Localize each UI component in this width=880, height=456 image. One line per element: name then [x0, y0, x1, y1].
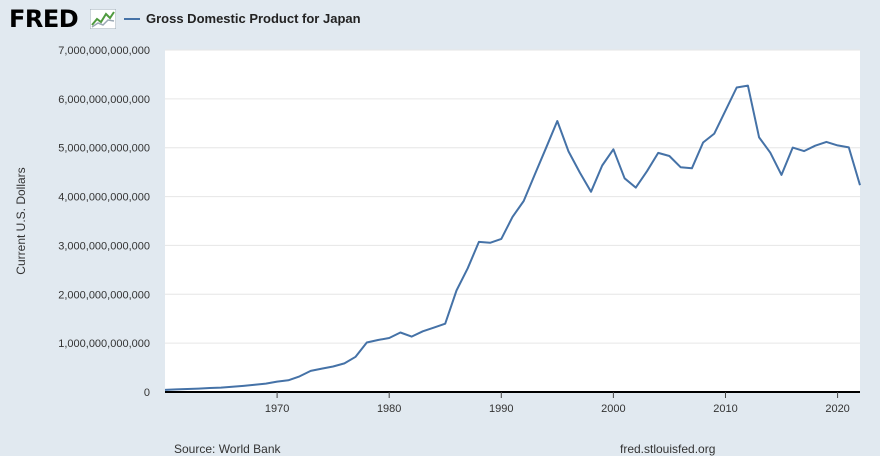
- y-tick-label: 3,000,000,000,000: [58, 240, 150, 252]
- y-tick-label: 0: [144, 387, 150, 399]
- fred-logo[interactable]: FRED: [9, 5, 79, 33]
- x-tick-label: 2020: [825, 403, 849, 415]
- plot-area: [165, 50, 860, 392]
- y-tick-label: 7,000,000,000,000: [58, 45, 150, 57]
- legend-swatch: [124, 17, 140, 20]
- site-link[interactable]: fred.stlouisfed.org: [620, 442, 716, 456]
- series-line: [164, 84, 861, 391]
- y-axis-label: Current U.S. Dollars: [14, 167, 28, 274]
- y-tick-label: 5,000,000,000,000: [58, 143, 150, 155]
- x-tick-label: 2000: [601, 403, 625, 415]
- y-tick-label: 2,000,000,000,000: [58, 289, 150, 301]
- legend-label: Gross Domestic Product for Japan: [146, 11, 361, 26]
- y-tick-label: 1,000,000,000,000: [58, 338, 150, 350]
- x-tick-label: 1990: [489, 403, 513, 415]
- x-tick-label: 1980: [377, 403, 401, 415]
- y-tick-label: 4,000,000,000,000: [58, 192, 150, 204]
- x-tick-label: 1970: [265, 403, 289, 415]
- x-tick-label: 2010: [713, 403, 737, 415]
- chart-legend: Gross Domestic Product for Japan: [124, 11, 361, 26]
- y-tick-label: 6,000,000,000,000: [58, 94, 150, 106]
- line-graph-icon: [90, 9, 116, 29]
- source-text: Source: World Bank: [174, 442, 281, 456]
- header: FRED Gross Domestic Product for Japan: [0, 0, 880, 40]
